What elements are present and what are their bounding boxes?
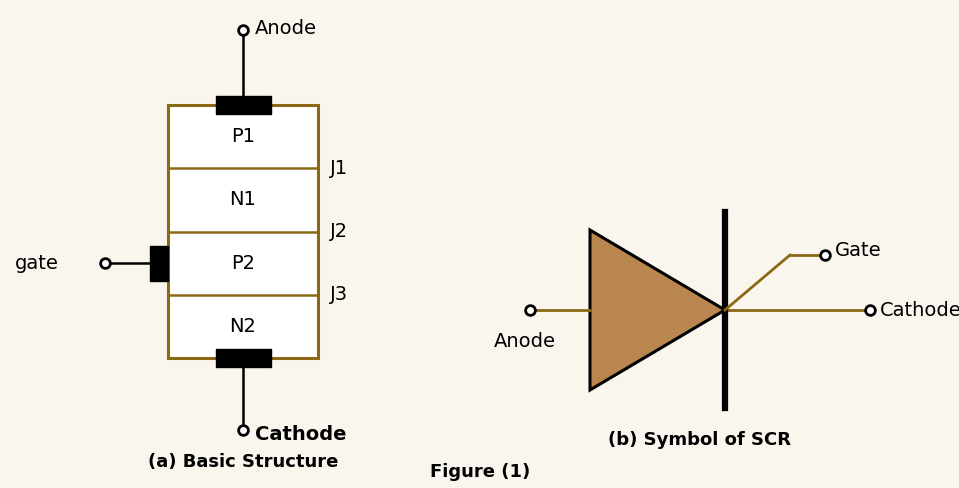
- Text: Anode: Anode: [494, 332, 556, 351]
- Text: N2: N2: [229, 317, 256, 336]
- Text: gate: gate: [15, 254, 58, 273]
- Polygon shape: [590, 230, 725, 390]
- Text: (a) Basic Structure: (a) Basic Structure: [148, 453, 339, 471]
- Text: P1: P1: [231, 127, 255, 146]
- Text: J2: J2: [330, 222, 348, 241]
- Text: Cathode: Cathode: [255, 426, 346, 445]
- Text: (b) Symbol of SCR: (b) Symbol of SCR: [609, 431, 791, 449]
- Text: J1: J1: [330, 159, 348, 178]
- Text: Anode: Anode: [255, 19, 317, 38]
- Text: P2: P2: [231, 254, 255, 273]
- Text: N1: N1: [229, 190, 256, 209]
- Text: Gate: Gate: [835, 242, 881, 261]
- Text: J3: J3: [330, 285, 348, 304]
- Bar: [216, 96, 270, 114]
- Bar: [216, 349, 270, 367]
- Text: Figure (1): Figure (1): [430, 463, 530, 481]
- Text: Cathode: Cathode: [880, 301, 959, 320]
- Bar: [150, 245, 168, 281]
- Bar: [168, 105, 318, 358]
